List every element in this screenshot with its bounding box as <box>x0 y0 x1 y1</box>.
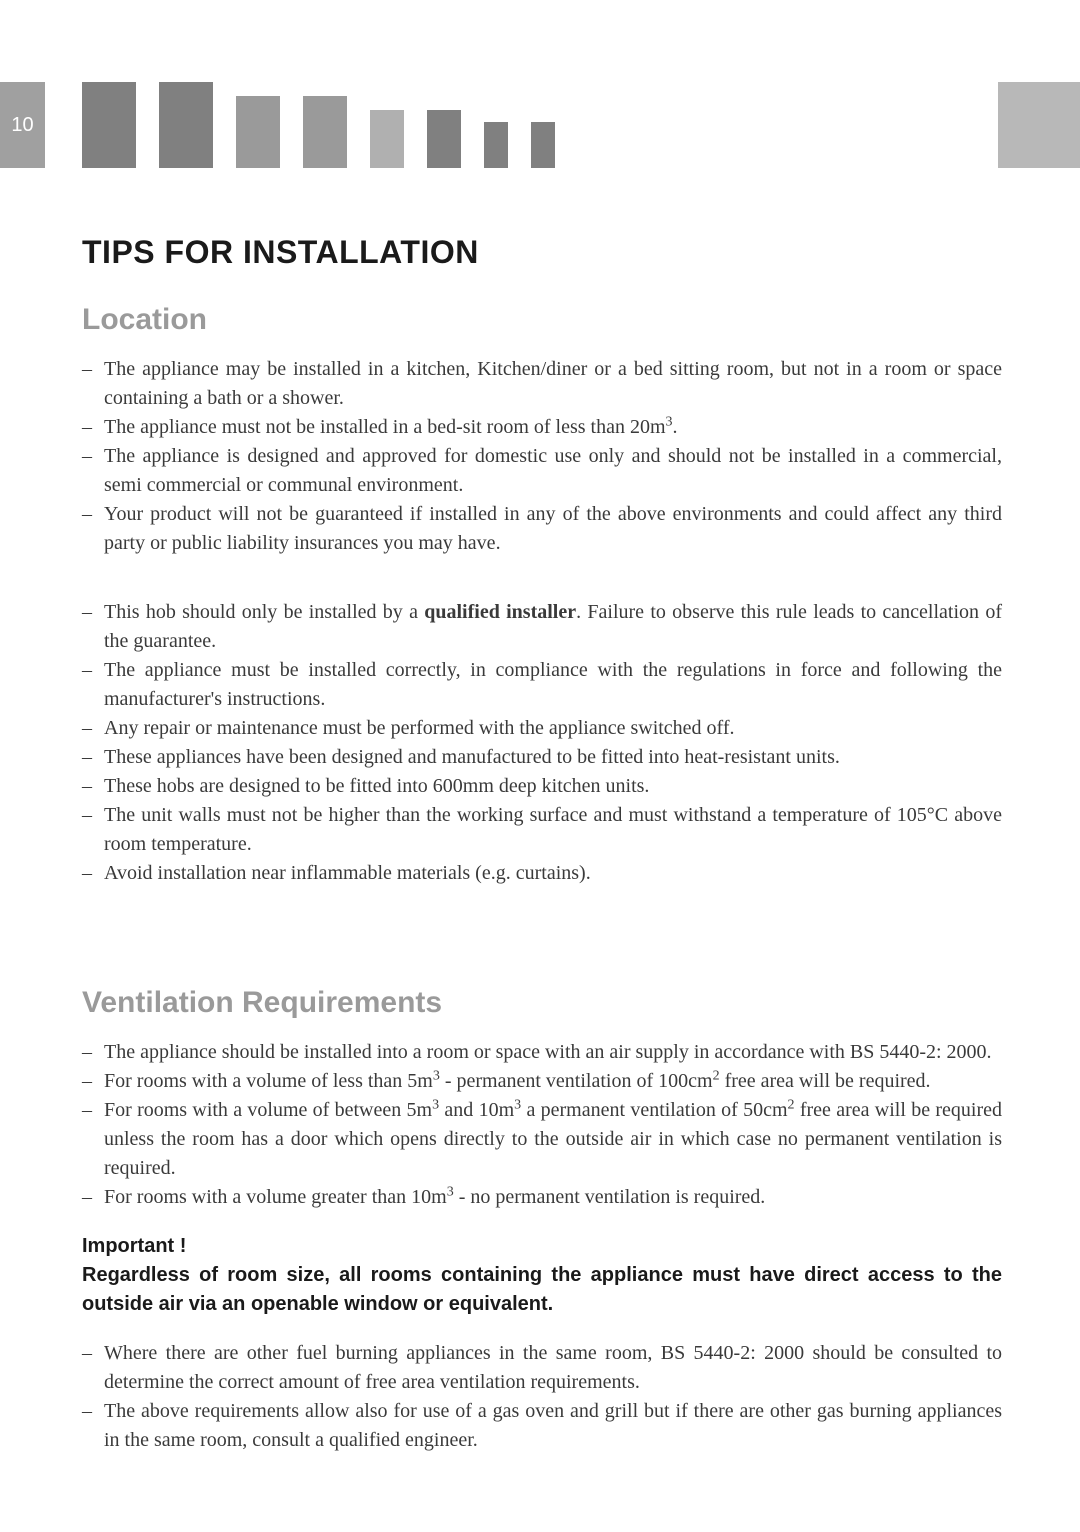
important-text: Regardless of room size, all rooms conta… <box>82 1261 1002 1319</box>
section-heading-ventilation: Ventilation Requirements <box>82 986 1002 1020</box>
header-bar <box>159 82 213 168</box>
list-item: The appliance must be installed correctl… <box>82 656 1002 714</box>
location-list-2: This hob should only be installed by a q… <box>82 598 1002 888</box>
list-item: Avoid installation near inflammable mate… <box>82 859 1002 888</box>
list-item: This hob should only be installed by a q… <box>82 598 1002 656</box>
list-item: Your product will not be guaranteed if i… <box>82 500 1002 558</box>
header-bar <box>370 110 404 168</box>
main-heading: TIPS FOR INSTALLATION <box>82 234 1002 271</box>
header-bar <box>427 110 461 168</box>
list-item: For rooms with a volume of between 5m3 a… <box>82 1096 1002 1183</box>
list-item: These hobs are designed to be fitted int… <box>82 772 1002 801</box>
ventilation-list-2: Where there are other fuel burning appli… <box>82 1339 1002 1455</box>
list-item: For rooms with a volume of less than 5m3… <box>82 1067 1002 1096</box>
list-item: The unit walls must not be higher than t… <box>82 801 1002 859</box>
list-item: The appliance is designed and approved f… <box>82 442 1002 500</box>
text: This hob should only be installed by a <box>104 601 424 623</box>
list-item: The appliance may be installed in a kitc… <box>82 355 1002 413</box>
list-item: Any repair or maintenance must be perfor… <box>82 714 1002 743</box>
list-item: For rooms with a volume greater than 10m… <box>82 1183 1002 1212</box>
page-content: TIPS FOR INSTALLATION Location The appli… <box>82 234 1002 1475</box>
important-label: Important ! <box>82 1232 1002 1261</box>
list-item: The appliance should be installed into a… <box>82 1038 1002 1067</box>
important-block: Important ! Regardless of room size, all… <box>82 1232 1002 1319</box>
bold-text: qualified installer <box>424 601 576 623</box>
header-bar <box>236 96 280 168</box>
list-item: The above requirements allow also for us… <box>82 1397 1002 1455</box>
list-item: Where there are other fuel burning appli… <box>82 1339 1002 1397</box>
header-bar <box>82 82 136 168</box>
header-bar <box>484 122 508 168</box>
list-item: The appliance must not be installed in a… <box>82 413 1002 442</box>
ventilation-list-1: The appliance should be installed into a… <box>82 1038 1002 1212</box>
location-list-1: The appliance may be installed in a kitc… <box>82 355 1002 558</box>
right-sidebar-block <box>998 82 1080 168</box>
header-bars <box>82 82 555 168</box>
header-bar <box>303 96 347 168</box>
page-number: 10 <box>0 82 45 168</box>
header-band: 10 <box>0 82 1080 168</box>
list-item: These appliances have been designed and … <box>82 743 1002 772</box>
header-bar <box>531 122 555 168</box>
section-heading-location: Location <box>82 303 1002 337</box>
